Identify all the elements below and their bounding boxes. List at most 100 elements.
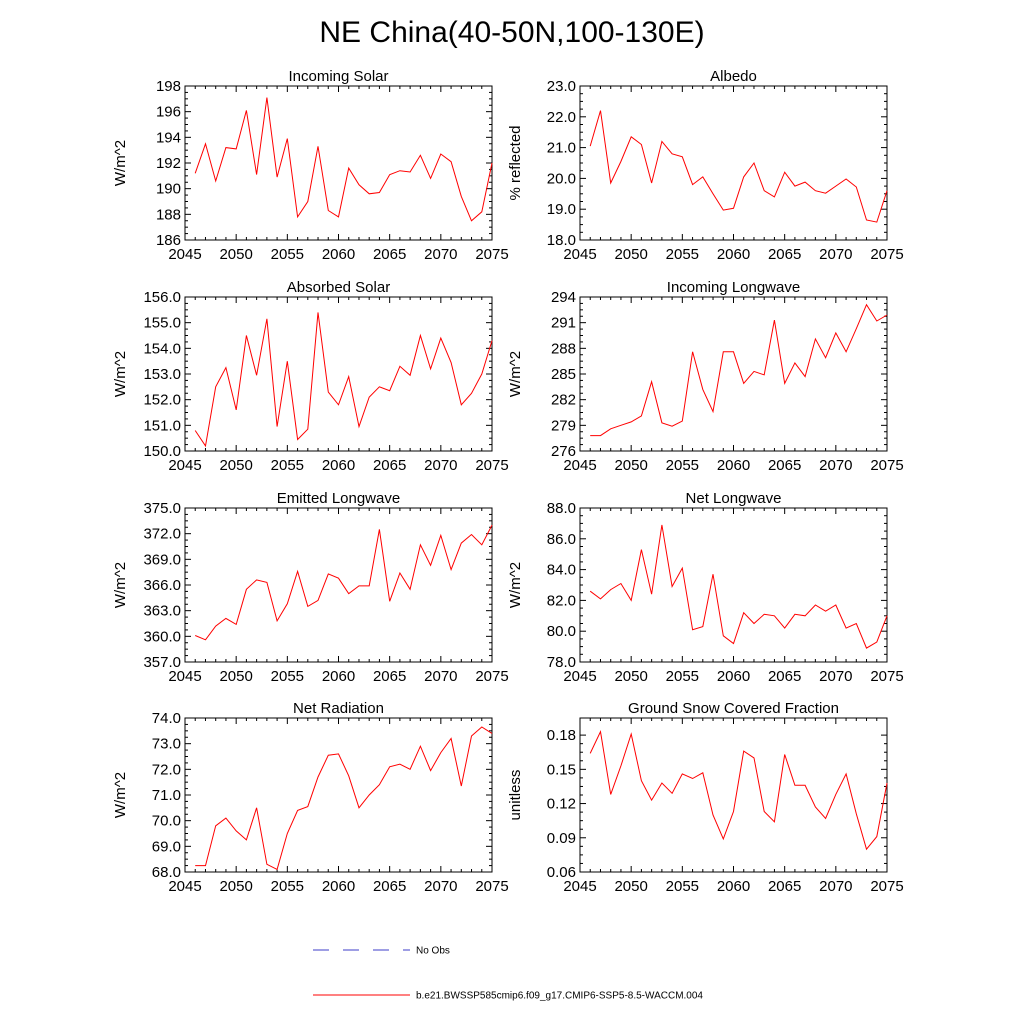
series-line	[195, 524, 493, 641]
y-tick-label: 153.0	[143, 366, 181, 383]
y-tick-label: 0.12	[547, 796, 576, 813]
x-tick-label: 2045	[168, 246, 201, 263]
x-tick-label: 2060	[322, 878, 355, 895]
y-tick-label: 0.15	[547, 761, 576, 778]
panel-title: Incoming Longwave	[667, 279, 800, 296]
x-tick-label: 2070	[819, 457, 852, 474]
y-tick-label: 73.0	[152, 736, 181, 753]
y-tick-label: 0.18	[547, 727, 576, 744]
x-tick-label: 2050	[614, 878, 647, 895]
y-tick-label: 21.0	[547, 140, 576, 157]
y-tick-label: 194	[156, 129, 181, 146]
plot-frame	[184, 507, 493, 663]
x-tick-label: 2065	[768, 246, 801, 263]
legend: No Obs b.e21.BWSSP585cmip6.f09_g17.CMIP6…	[313, 946, 703, 1002]
panel-title: Albedo	[710, 68, 757, 85]
panel-title: Emitted Longwave	[277, 490, 400, 507]
y-tick-label: 82.0	[547, 592, 576, 609]
series-line	[589, 524, 888, 649]
y-tick-label: 86.0	[547, 531, 576, 548]
series-line	[194, 312, 493, 448]
x-tick-label: 2070	[819, 878, 852, 895]
series-line	[194, 97, 493, 222]
y-tick-label: 154.0	[143, 340, 181, 357]
y-axis-label: W/m^2	[112, 351, 129, 397]
x-tick-label: 2050	[219, 457, 252, 474]
x-tick-label: 2070	[819, 668, 852, 685]
plot-frame	[184, 717, 493, 873]
y-tick-label: 156.0	[143, 289, 181, 306]
x-tick-label: 2075	[870, 246, 903, 263]
x-tick-label: 2075	[870, 457, 903, 474]
y-axis-label: unitless	[507, 770, 524, 821]
chart-panel-4: Incoming Longwave 2045 2050 2055 2060 2065 207…	[507, 279, 904, 474]
y-tick-label: 70.0	[152, 813, 181, 830]
x-tick-label: 2060	[717, 668, 750, 685]
x-tick-label: 2045	[168, 457, 201, 474]
y-tick-label: 19.0	[547, 201, 576, 218]
y-tick-label: 18.0	[547, 232, 576, 249]
x-tick-label: 2060	[717, 246, 750, 263]
y-axis-label: W/m^2	[507, 562, 524, 608]
y-tick-label: 282	[551, 392, 576, 409]
plot-frame	[579, 296, 888, 452]
chart-panel-5: Emitted Longwave 2045 2050 2055 2060 2065 2070…	[112, 490, 509, 685]
y-tick-label: 72.0	[152, 761, 181, 778]
y-tick-label: 152.0	[143, 392, 181, 409]
x-tick-label: 2050	[219, 668, 252, 685]
y-axis-label: W/m^2	[112, 140, 129, 186]
x-tick-label: 2045	[168, 878, 201, 895]
y-tick-label: 88.0	[547, 500, 576, 517]
x-tick-label: 2060	[717, 878, 750, 895]
x-tick-label: 2060	[322, 668, 355, 685]
x-tick-label: 2050	[614, 457, 647, 474]
y-tick-label: 196	[156, 104, 181, 121]
x-tick-label: 2065	[373, 668, 406, 685]
y-tick-label: 78.0	[547, 654, 576, 671]
x-tick-label: 2055	[271, 246, 304, 263]
x-tick-label: 2065	[768, 668, 801, 685]
y-tick-label: 285	[551, 366, 576, 383]
y-tick-label: 188	[156, 206, 181, 223]
x-tick-label: 2055	[271, 457, 304, 474]
panel-title: Net Longwave	[686, 490, 782, 507]
y-axis-label: % reflected	[507, 125, 524, 200]
legend-label-model: b.e21.BWSSP585cmip6.f09_g17.CMIP6-SSP5-8…	[416, 991, 703, 1002]
x-tick-label: 2065	[768, 878, 801, 895]
x-tick-label: 2045	[168, 668, 201, 685]
chart-panel-3: Absorbed Solar 2045 2050 2055 2060 2065 2070 20…	[112, 279, 509, 474]
y-tick-label: 372.0	[143, 526, 181, 543]
x-tick-label: 2050	[219, 878, 252, 895]
series-line	[589, 110, 888, 223]
y-tick-label: 71.0	[152, 787, 181, 804]
plot-frame	[579, 507, 888, 663]
x-tick-label: 2055	[666, 668, 699, 685]
x-tick-label: 2065	[768, 457, 801, 474]
x-tick-label: 2070	[424, 246, 457, 263]
y-axis-label: W/m^2	[112, 562, 129, 608]
x-tick-label: 2060	[322, 457, 355, 474]
y-tick-label: 279	[551, 417, 576, 434]
x-tick-label: 2070	[424, 878, 457, 895]
y-tick-label: 369.0	[143, 551, 181, 568]
y-tick-label: 80.0	[547, 623, 576, 640]
x-tick-label: 2050	[219, 246, 252, 263]
legend-label-no-obs: No Obs	[416, 946, 450, 957]
y-tick-label: 22.0	[547, 109, 576, 126]
y-tick-label: 357.0	[143, 654, 181, 671]
x-tick-label: 2045	[563, 668, 596, 685]
y-tick-label: 20.0	[547, 170, 576, 187]
y-tick-label: 74.0	[152, 710, 181, 727]
x-tick-label: 2075	[870, 878, 903, 895]
chart-panel-1: Incoming Solar 2045 2050 2055 2060 2065 2070 20…	[112, 68, 509, 263]
y-tick-label: 186	[156, 232, 181, 249]
x-tick-label: 2075	[475, 878, 508, 895]
series-line	[590, 303, 888, 437]
series-line	[195, 726, 493, 871]
panels: Incoming Solar 2045 2050 2055 2060 2065 2070 20…	[112, 68, 904, 895]
panel-title: Net Radiation	[293, 700, 384, 717]
x-tick-label: 2065	[373, 457, 406, 474]
y-tick-label: 69.0	[152, 838, 181, 855]
y-tick-label: 68.0	[152, 864, 181, 881]
